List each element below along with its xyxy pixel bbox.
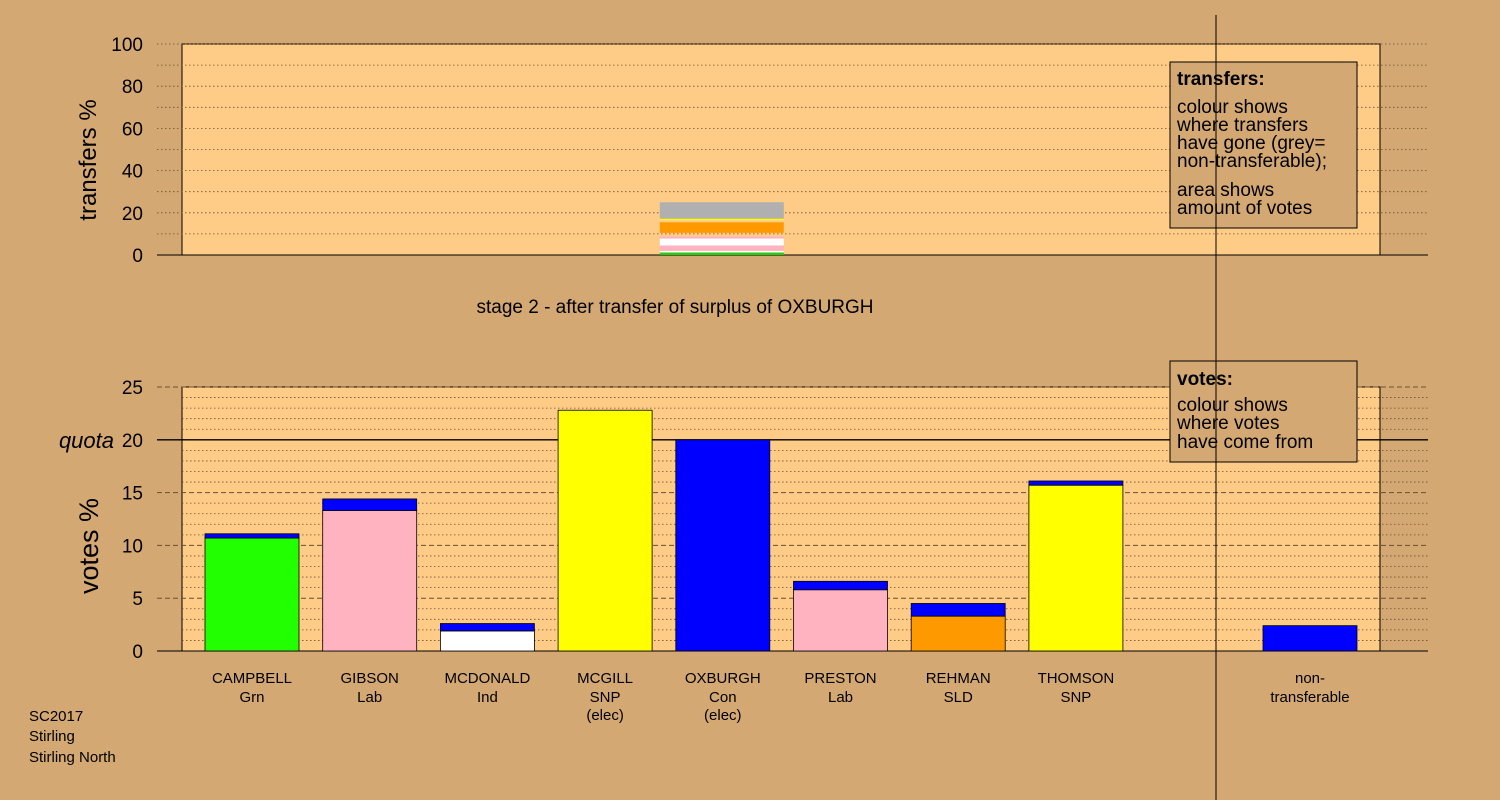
votes-y-axis-label: votes % — [74, 498, 104, 594]
footer-council: Stirling — [29, 728, 75, 745]
transfers-y-tick-label: 20 — [122, 204, 143, 225]
transfers-y-axis-label: transfers % — [75, 99, 102, 220]
transfers-y-tick-label: 0 — [132, 246, 143, 267]
vote-bar-base — [322, 510, 418, 652]
footer-election: SC2017 — [29, 708, 83, 725]
vote-bar-transfer — [1028, 480, 1124, 486]
candidate-party: SLD — [944, 689, 973, 706]
votes-x-labels: CAMPBELL Grn GIBSON Lab MCDONALD Ind MCGILL SNP… — [212, 670, 1350, 724]
votes-y-tick-label: 0 — [132, 642, 143, 663]
candidate-party: SNP — [1060, 689, 1091, 706]
transfers-bar-segment — [659, 250, 784, 253]
footer-ward: Stirling North — [29, 749, 116, 766]
transfers-legend: transfers: colour shows where transfers … — [1169, 61, 1358, 229]
quota-label: quota — [59, 428, 114, 453]
votes-y-tick-label: 15 — [122, 484, 143, 505]
transfers-y-tick-label: 40 — [122, 162, 143, 183]
candidate-name: OXBURGH — [685, 670, 761, 687]
transfers-panel: 0 20 40 60 80 100 transfers % transfers: colo… — [75, 35, 1428, 267]
transfers-y-ticks: 0 20 40 60 80 100 — [111, 35, 143, 267]
vote-bar-transfer — [439, 623, 535, 632]
vote-bar-transfer — [793, 580, 888, 591]
transfers-legend-line: area shows — [1177, 180, 1274, 201]
nontransferable-label: non- — [1295, 670, 1325, 687]
votes-bars — [204, 409, 1358, 652]
votes-legend-line: colour shows — [1177, 395, 1288, 416]
candidate-party: Grn — [239, 689, 264, 706]
votes-legend: votes: colour shows where votes have com… — [1169, 360, 1358, 463]
votes-y-tick-label: 10 — [122, 536, 143, 557]
candidate-party: SNP — [590, 689, 621, 706]
transfers-legend-title: transfers: — [1177, 69, 1265, 90]
transfers-legend-line: amount of votes — [1177, 198, 1312, 219]
transfers-bar-segment — [659, 218, 784, 221]
stage-caption: stage 2 - after transfer of surplus of O… — [476, 297, 873, 318]
candidate-name: CAMPBELL — [212, 670, 292, 687]
votes-legend-title: votes: — [1177, 369, 1233, 390]
candidate-name: MCGILL — [577, 670, 633, 687]
candidate-name: THOMSON — [1038, 670, 1115, 687]
vote-bar-base — [439, 630, 535, 652]
transfers-bar-segment — [659, 245, 784, 251]
vote-bar-transfer — [322, 498, 418, 511]
transfers-bar-segment — [659, 238, 784, 246]
transfers-legend-line: where transfers — [1176, 115, 1308, 136]
votes-y-ticks: 0 5 10 15 20 25 quota — [59, 378, 143, 663]
transfers-bar-segment — [659, 202, 784, 219]
vote-bar-transfer — [910, 603, 1006, 617]
transfers-bar-segment — [659, 222, 784, 233]
vote-bar-base — [793, 589, 888, 652]
vote-bar-base — [557, 409, 653, 652]
candidate-name: MCDONALD — [444, 670, 530, 687]
transfers-bar-segment — [659, 236, 784, 239]
candidate-status: (elec) — [704, 707, 742, 724]
vote-bar-base — [1028, 484, 1124, 652]
vote-bar-base — [204, 537, 300, 652]
transfers-legend-line: colour shows — [1177, 97, 1288, 118]
candidate-name: PRESTON — [804, 670, 876, 687]
candidate-name: REHMAN — [926, 670, 991, 687]
votes-y-tick-label: 25 — [122, 378, 143, 399]
candidate-party: Lab — [828, 689, 853, 706]
vote-bar-base — [675, 439, 771, 652]
transfers-y-tick-label: 80 — [122, 77, 143, 98]
candidate-party: Lab — [357, 689, 382, 706]
votes-legend-line: have come from — [1177, 432, 1313, 453]
candidate-name: GIBSON — [341, 670, 399, 687]
votes-legend-line: where votes — [1176, 413, 1279, 434]
candidate-party: Con — [709, 689, 737, 706]
transfers-bar-segment — [659, 252, 784, 255]
footer: SC2017 Stirling Stirling North — [29, 708, 116, 766]
transfers-legend-line: have gone (grey= — [1177, 133, 1325, 154]
candidate-status: (elec) — [586, 707, 624, 724]
vote-bar-base — [910, 615, 1006, 652]
votes-y-tick-label: 20 — [122, 431, 143, 452]
votes-y-tick-label: 5 — [132, 589, 143, 610]
vote-bar-transfer — [204, 533, 300, 539]
transfers-y-tick-label: 60 — [122, 119, 143, 140]
transfers-legend-line: non-transferable); — [1177, 151, 1327, 172]
transfers-y-tick-label: 100 — [111, 35, 143, 56]
nontransferable-bar — [1262, 625, 1358, 652]
votes-panel: 0 5 10 15 20 25 quota CAMPBELL Grn GIBSON Lab MCDO… — [59, 360, 1428, 724]
nontransferable-label: transferable — [1270, 689, 1349, 706]
candidate-party: Ind — [477, 689, 498, 706]
transfers-bars — [659, 202, 784, 255]
